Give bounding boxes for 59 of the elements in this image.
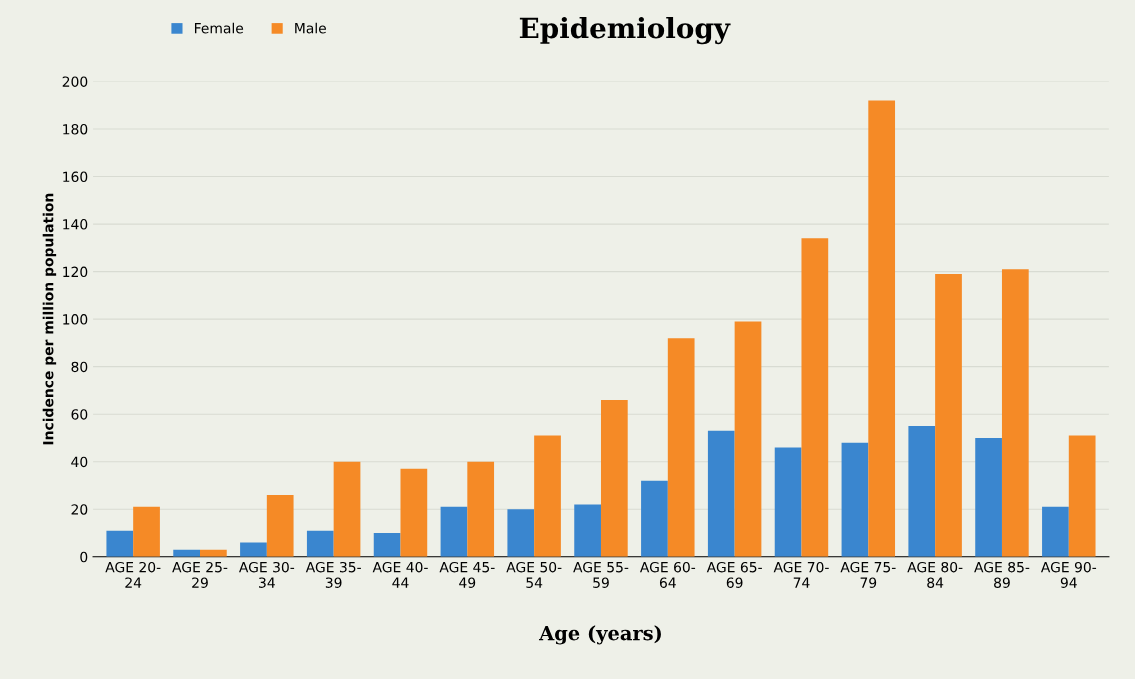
bar (306, 530, 334, 557)
x-tick-label: AGE 20- 24 (105, 561, 161, 588)
bar (373, 533, 401, 557)
legend-label: Female (194, 22, 244, 34)
bar (333, 461, 361, 557)
y-axis-title: Incidence per million population (42, 193, 57, 445)
y-tick-label: 0 (80, 551, 88, 563)
x-axis-title: Age (years) (538, 625, 661, 645)
bar (707, 430, 735, 557)
chart-title: Epidemiology (519, 16, 731, 45)
bar (935, 273, 962, 557)
bar (240, 542, 267, 557)
bar (574, 504, 601, 557)
bar (440, 506, 468, 557)
y-tick-label: 140 (63, 219, 88, 230)
bar (641, 480, 668, 557)
y-tick-label: 160 (63, 171, 88, 183)
bar (266, 494, 294, 557)
bar (734, 321, 762, 557)
y-tick-label: 80 (71, 361, 88, 373)
bar (1042, 506, 1069, 557)
y-tick-label: 180 (63, 123, 88, 135)
x-tick-label: AGE 80- 84 (907, 561, 963, 588)
y-tick-label: 120 (63, 266, 88, 278)
bar (1001, 269, 1029, 557)
x-tick-label: AGE 90- 94 (1040, 561, 1097, 588)
bar (133, 506, 160, 557)
bar (600, 399, 628, 557)
legend-label: Male (295, 22, 326, 34)
bar (534, 435, 561, 557)
bar (975, 437, 1002, 557)
x-tick-label: AGE 50- 54 (506, 561, 562, 588)
x-tick-label: AGE 85- 89 (974, 561, 1030, 588)
y-tick-label: 20 (71, 504, 88, 515)
x-tick-label: AGE 60- 64 (639, 561, 696, 588)
y-tick-label: 100 (63, 314, 88, 325)
y-tick-label: 60 (71, 409, 88, 420)
x-tick-label: AGE 30- 34 (238, 561, 295, 588)
bar (1068, 435, 1096, 557)
bar (507, 509, 535, 557)
bar (774, 447, 802, 557)
bar (106, 530, 134, 557)
x-tick-label: AGE 25- 29 (172, 561, 228, 588)
x-tick-label: AGE 55- 59 (573, 561, 629, 588)
bar (908, 426, 936, 557)
x-tick-label: AGE 65- 69 (706, 561, 762, 588)
bar (467, 461, 495, 557)
x-tick-label: AGE 70- 74 (773, 561, 829, 588)
x-tick-label: AGE 45- 49 (439, 561, 495, 588)
bar (868, 100, 896, 557)
bar (400, 468, 428, 557)
x-tick-label: AGE 75- 79 (840, 561, 896, 588)
bar (667, 338, 695, 557)
y-tick-label: 40 (71, 456, 88, 468)
x-tick-label: AGE 40- 44 (372, 561, 428, 588)
bar (801, 238, 829, 557)
x-tick-label: AGE 35- 39 (305, 561, 361, 588)
bar (841, 442, 869, 557)
y-tick-label: 200 (62, 76, 88, 87)
